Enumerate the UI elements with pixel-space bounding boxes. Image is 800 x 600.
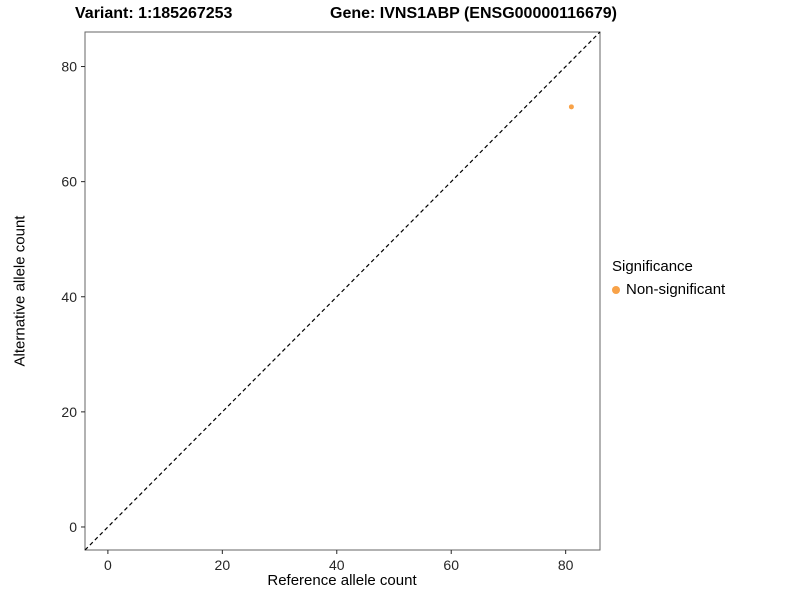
data-point: [568, 104, 574, 110]
x-tick-label: 80: [558, 557, 574, 573]
legend-label: Non-significant: [626, 281, 726, 298]
x-tick-label: 20: [215, 557, 231, 573]
x-tick-label: 60: [443, 557, 459, 573]
gene-title: Gene: IVNS1ABP (ENSG00000116679): [330, 5, 617, 22]
y-tick-label: 60: [61, 174, 77, 190]
y-tick-label: 80: [61, 59, 77, 75]
identity-line: [84, 31, 601, 551]
y-tick-label: 20: [61, 404, 77, 420]
x-tick-label: 40: [329, 557, 345, 573]
y-axis-label: Alternative allele count: [11, 215, 29, 367]
legend-item: Non-significant: [612, 281, 725, 298]
x-axis-label: Reference allele count: [267, 572, 417, 589]
y-tick-label: 0: [69, 519, 77, 535]
x-tick-label: 0: [104, 557, 112, 573]
legend-point-icon: [612, 285, 620, 294]
legend-title: Significance: [612, 258, 693, 275]
variant-title: Variant: 1:185267253: [75, 5, 233, 22]
y-tick-label: 40: [61, 289, 77, 305]
legend: Significance Non-significant: [612, 258, 725, 298]
